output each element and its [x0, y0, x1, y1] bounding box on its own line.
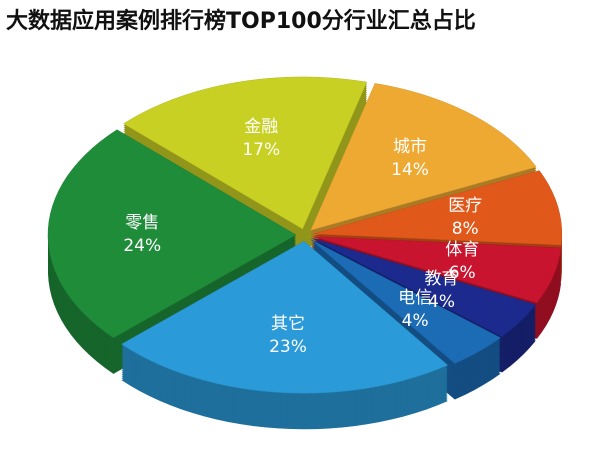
- slice: [313, 236, 562, 304]
- slice-category: 电信: [398, 288, 432, 308]
- slice: [310, 83, 537, 231]
- slice: [47, 129, 297, 339]
- slice-category: 医疗: [448, 196, 482, 216]
- slice: [313, 170, 563, 246]
- slice: [310, 239, 501, 364]
- slice-category: 城市: [393, 137, 427, 157]
- slice-category: 金融: [244, 117, 278, 137]
- slice-value-label: 4%: [428, 292, 455, 312]
- slice-value-label: 8%: [452, 219, 479, 239]
- slice-value-label: 6%: [449, 263, 476, 283]
- slice: [312, 238, 537, 337]
- slice-category: 体育: [445, 240, 479, 260]
- slice-category: 零售: [125, 213, 159, 233]
- slice: [123, 76, 368, 230]
- slice-value-label: 23%: [269, 337, 307, 357]
- slice-value-label: 14%: [391, 160, 429, 180]
- slice-category: 其它: [271, 314, 305, 334]
- slice-value-label: 17%: [242, 140, 280, 160]
- slice-category: 教育: [425, 269, 459, 289]
- slice-value-label: 4%: [402, 311, 429, 331]
- slice-value-label: 24%: [123, 236, 161, 256]
- chart-title: 大数据应用案例排行榜TOP100分行业汇总占比: [6, 8, 476, 34]
- slice: [121, 240, 449, 394]
